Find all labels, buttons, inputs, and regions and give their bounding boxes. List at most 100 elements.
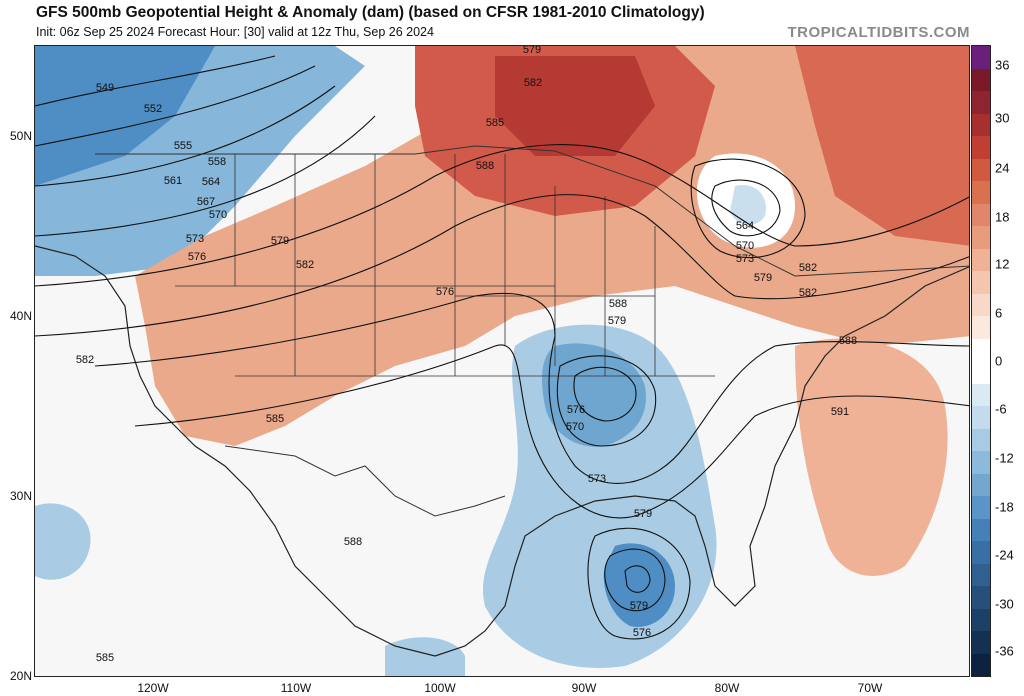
source-credit: TROPICALTIDBITS.COM xyxy=(787,24,970,41)
contour-value-label: 582 xyxy=(524,77,542,89)
contour-value-label: 579 xyxy=(634,508,652,520)
trough-northeast-core xyxy=(730,185,766,226)
contour-value-label: 582 xyxy=(799,262,817,274)
colorbar-swatch xyxy=(972,203,990,226)
colorbar-label: -36 xyxy=(995,643,1014,659)
contour-value-label: 564 xyxy=(202,176,220,188)
colorbar-swatch xyxy=(972,451,990,474)
contour-value-label: 585 xyxy=(96,652,114,664)
blue-anomaly-pacific xyxy=(35,503,91,580)
contour-value-label: 585 xyxy=(486,117,504,129)
trough-contour xyxy=(711,179,781,237)
map-title: GFS 500mb Geopotential Height & Anomaly … xyxy=(36,4,705,21)
contour-value-label: 588 xyxy=(609,298,627,310)
contour-value-label: 576 xyxy=(633,627,651,639)
colorbar-swatch xyxy=(972,428,990,451)
contour-line xyxy=(134,344,969,519)
colorbar-label: 6 xyxy=(995,305,1003,321)
colorbar-swatch xyxy=(972,586,990,609)
hurricane-contour xyxy=(604,548,666,612)
lon-label-100w: 100W xyxy=(424,681,456,695)
contour-value-label: 588 xyxy=(476,160,494,172)
contour-value-label: 564 xyxy=(736,220,754,232)
contour-value-label: 585 xyxy=(266,413,284,425)
lon-label-80w: 80W xyxy=(714,681,740,695)
gulf-atlantic-coastline xyxy=(434,266,969,657)
canada-us-border xyxy=(95,145,969,277)
contour-value-label: 549 xyxy=(96,82,114,94)
contour-value-label: 579 xyxy=(608,315,626,327)
colorbar-swatch xyxy=(972,226,990,249)
contour-value-label: 573 xyxy=(186,233,204,245)
colorbar-swatch xyxy=(972,653,990,676)
hurricane-core xyxy=(603,543,675,627)
contour-line xyxy=(35,55,276,107)
contour-line xyxy=(35,65,316,147)
contour-value-label: 582 xyxy=(799,287,817,299)
colorbar-swatch xyxy=(972,158,990,181)
colorbar-swatch xyxy=(972,496,990,519)
contour-value-label: 576 xyxy=(188,251,206,263)
colorbar-swatch xyxy=(972,563,990,586)
colorbar-swatch xyxy=(972,406,990,429)
colorbar-swatch xyxy=(972,338,990,361)
contour-line xyxy=(35,144,969,287)
colorbar-label: 18 xyxy=(995,209,1010,225)
colorbar-label: -12 xyxy=(995,450,1014,466)
contour-value-label: 555 xyxy=(174,140,192,152)
colorbar-swatch xyxy=(972,68,990,91)
west-coastline xyxy=(35,245,436,657)
lon-label-90w: 90W xyxy=(571,681,597,695)
colorbar-swatch xyxy=(972,46,990,69)
colorbar-swatch xyxy=(972,473,990,496)
cutoff-low-contour xyxy=(573,366,637,422)
colorbar-swatch xyxy=(972,383,990,406)
contour-line xyxy=(94,292,969,484)
red-anomaly-northeast xyxy=(795,46,969,246)
lon-label-120w: 120W xyxy=(137,681,169,695)
colorbar-swatch xyxy=(972,631,990,654)
strong-blue-northwest xyxy=(35,46,215,186)
contour-line xyxy=(35,194,969,337)
contour-value-label: 582 xyxy=(76,354,94,366)
contour-value-label: 552 xyxy=(144,103,162,115)
lon-label-70w: 70W xyxy=(857,681,883,695)
colorbar-swatch xyxy=(972,91,990,114)
colorbar-swatch xyxy=(972,608,990,631)
contour-value-label: 558 xyxy=(208,156,226,168)
red-anomaly-atlantic xyxy=(795,338,948,576)
colorbar-label: 24 xyxy=(995,160,1010,176)
contour-line xyxy=(35,115,376,237)
map-canvas: 549 552 555 558 561 564 567 570 573 576 579 582 585 5… xyxy=(35,46,969,676)
colorbar-label: 30 xyxy=(995,110,1010,126)
red-anomaly-ridge xyxy=(135,46,969,446)
height-contours xyxy=(35,55,969,640)
colorbar-swatch xyxy=(972,361,990,384)
cutoff-low-core xyxy=(542,343,646,447)
contour-line xyxy=(35,85,336,187)
hurricane-contour xyxy=(587,527,691,640)
contour-labels: 549 552 555 558 561 564 567 570 573 576 579 582 585 5… xyxy=(76,46,857,664)
map-subtitle: Init: 06z Sep 25 2024 Forecast Hour: [30… xyxy=(36,25,434,39)
contour-value-label: 570 xyxy=(736,240,754,252)
lat-label-30n: 30N xyxy=(9,489,32,503)
state-borders xyxy=(175,154,715,377)
colorbar-label: -6 xyxy=(995,401,1007,417)
colorbar-swatch xyxy=(972,136,990,159)
lat-label-50n: 50N xyxy=(9,129,32,143)
colorbar-swatch xyxy=(972,248,990,271)
cutoff-low-contour xyxy=(556,355,657,447)
contour-value-label: 561 xyxy=(164,175,182,187)
colorbar-swatch xyxy=(972,518,990,541)
colorbar-swatch xyxy=(972,316,990,339)
contour-value-label: 576 xyxy=(436,286,454,298)
colorbar-swatch xyxy=(972,541,990,564)
trough-contour xyxy=(690,158,806,259)
colorbar-label: -30 xyxy=(995,596,1014,612)
contour-value-label: 567 xyxy=(197,196,215,208)
peak-red-core xyxy=(495,56,655,156)
colorbar-label: 36 xyxy=(995,57,1010,73)
colorbar-label: 12 xyxy=(995,256,1010,272)
colorbar-label: -24 xyxy=(995,547,1014,563)
colorbar-swatch xyxy=(972,181,990,204)
